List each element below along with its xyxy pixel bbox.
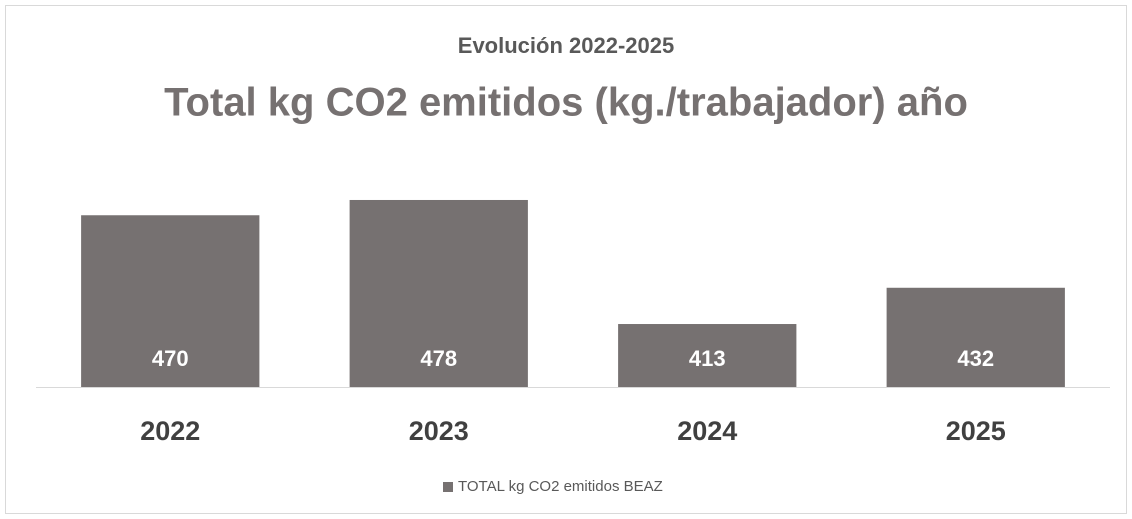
- data-label: 413: [689, 346, 726, 371]
- bar: [618, 324, 797, 387]
- legend-label: TOTAL kg CO2 emitidos BEAZ: [458, 478, 663, 495]
- bar: [349, 199, 528, 387]
- data-label: 470: [152, 346, 189, 371]
- chart-title: Total kg CO2 emitidos (kg./trabajador) a…: [164, 81, 968, 125]
- bar: [886, 287, 1065, 387]
- data-label: 478: [420, 346, 457, 371]
- data-label: 432: [957, 346, 994, 371]
- x-tick-label: 2024: [677, 416, 737, 446]
- chart-subtitle: Evolución 2022-2025: [458, 33, 674, 58]
- legend-swatch: [443, 482, 453, 492]
- bar: [81, 215, 260, 387]
- x-tick-label: 2025: [946, 416, 1006, 446]
- x-tick-label: 2022: [140, 416, 200, 446]
- x-tick-label: 2023: [409, 416, 469, 446]
